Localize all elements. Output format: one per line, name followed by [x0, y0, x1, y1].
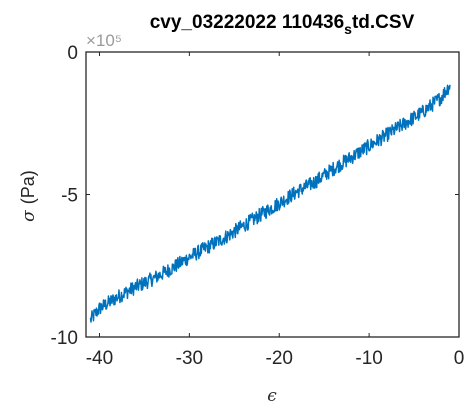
plot-lines [89, 84, 451, 323]
chart-title: cvy_03222022 110436std.CSV [150, 12, 415, 37]
y-exponent-label: ×10⁵ [86, 31, 122, 50]
x-tick-label: -40 [86, 348, 113, 369]
y-tick-label: -5 [61, 186, 78, 207]
x-tick-label: -30 [176, 348, 203, 369]
y-tick-label: 0 [67, 43, 78, 64]
x-axis-label: ϵ [267, 386, 277, 406]
y-axis-label: σ(Pa) [18, 170, 39, 222]
plot-area-box [85, 51, 460, 338]
x-ticks: -40 -30 -20 -10 0 [86, 52, 465, 369]
y-tick-label: -10 [51, 328, 78, 349]
x-tick-label: -10 [355, 348, 382, 369]
series-line-1 [89, 84, 451, 323]
x-tick-label: -20 [266, 348, 293, 369]
x-tick-label: 0 [454, 348, 465, 369]
y-ticks: 0 -5 -10 [51, 43, 459, 349]
